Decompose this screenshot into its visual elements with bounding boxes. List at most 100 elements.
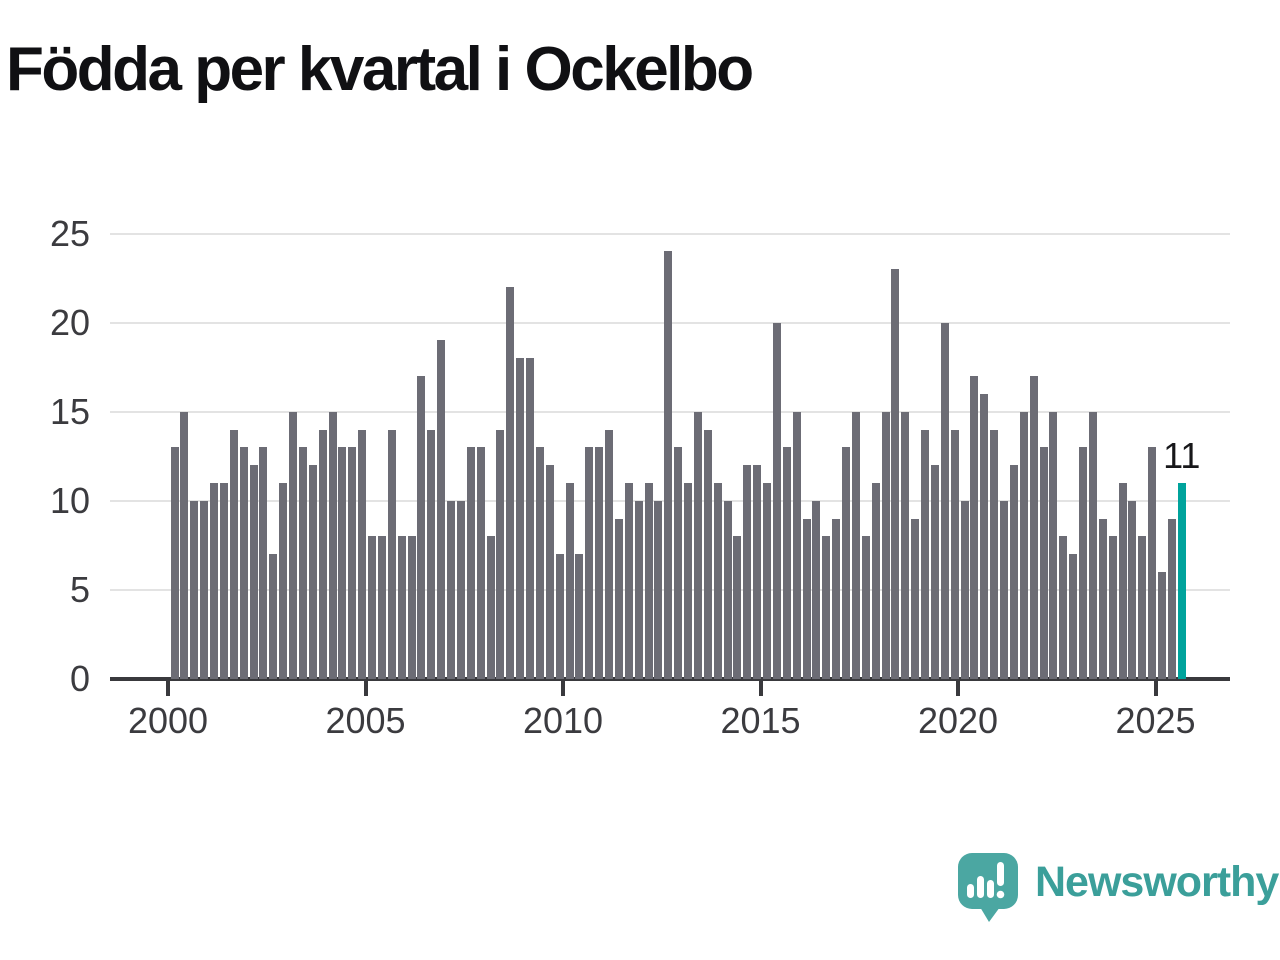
bar-2006Q4	[437, 340, 446, 679]
bar-2014Q2	[733, 536, 742, 679]
bar-2007Q3	[466, 447, 475, 679]
bar-2019Q3	[940, 322, 949, 679]
bar-2003Q4	[318, 429, 327, 679]
bar-2004Q2	[338, 447, 347, 679]
x-axis-label: 2025	[1115, 700, 1196, 741]
bar-2012Q3	[664, 251, 673, 679]
bar-2014Q4	[753, 465, 762, 679]
bar-2022Q1	[1039, 447, 1048, 679]
bar-2009Q3	[545, 465, 554, 679]
bar-2003Q3	[308, 465, 317, 679]
bar-2015Q4	[792, 411, 801, 679]
bar-2001Q3	[229, 429, 238, 679]
bar-2020Q4	[990, 429, 999, 679]
x-axis-tick	[1153, 680, 1158, 696]
bar-2000Q2	[180, 411, 189, 679]
x-axis-label: 2000	[127, 700, 209, 741]
bar-2016Q3	[822, 536, 831, 679]
bar-2021Q2	[1009, 465, 1018, 679]
newsworthy-logo: Newsworthy	[956, 851, 1279, 927]
bar-2002Q2	[259, 447, 268, 679]
bar-2012Q1	[644, 482, 653, 679]
bar-2009Q2	[535, 447, 544, 679]
bar-2011Q2	[614, 518, 623, 679]
bar-2020Q2	[970, 376, 979, 679]
bar-2018Q4	[911, 518, 920, 679]
bar-2025Q1	[1158, 572, 1166, 679]
bar-2024Q1	[1118, 482, 1127, 679]
bar-2008Q3	[506, 286, 515, 679]
bar-2009Q1	[526, 358, 534, 679]
bar-2000Q1	[170, 447, 179, 679]
x-axis-tick	[166, 680, 170, 696]
x-axis-label: 2015	[720, 700, 801, 741]
y-axis-label: 0	[69, 658, 90, 699]
bar-2007Q2	[456, 500, 465, 679]
bar-2008Q2	[496, 429, 505, 679]
newsworthy-logo-icon	[958, 853, 1018, 922]
x-axis-tick	[561, 680, 565, 696]
bar-2014Q1	[723, 500, 732, 679]
bar-2005Q2	[377, 536, 386, 679]
bar-2007Q1	[447, 500, 455, 679]
bar-2008Q1	[486, 536, 495, 679]
bar-2021Q4	[1029, 376, 1038, 679]
bar-2013Q4	[713, 482, 722, 679]
x-axis-tick	[758, 680, 763, 696]
bar-2017Q3	[861, 536, 870, 679]
bar-2004Q4	[358, 429, 367, 679]
bar-2013Q2	[693, 411, 702, 679]
bar-2025Q2	[1167, 518, 1176, 679]
bar-2017Q1	[842, 447, 850, 679]
bar-2016Q2	[812, 500, 821, 679]
bar-2024Q2	[1128, 500, 1137, 679]
bar-2019Q1	[921, 429, 929, 679]
bar-2023Q4	[1108, 536, 1117, 679]
bar-2003Q1	[289, 411, 297, 679]
bar-2001Q2	[219, 482, 228, 679]
bar-2018Q1	[881, 411, 890, 679]
newsworthy-logo-text: Newsworthy	[1035, 858, 1279, 906]
y-axis-label: 15	[49, 390, 90, 432]
bar-2011Q1	[605, 429, 613, 679]
bar-2001Q4	[239, 447, 248, 679]
bar-2011Q3	[624, 482, 633, 679]
y-axis-label: 5	[69, 568, 90, 610]
bar-2015Q2	[772, 322, 781, 679]
bar-2023Q2	[1088, 411, 1097, 679]
bar-2012Q2	[654, 500, 663, 679]
bar-2003Q2	[298, 447, 307, 679]
bar-2020Q3	[980, 393, 989, 679]
bar-2006Q2	[417, 376, 426, 679]
bar-2022Q2	[1049, 411, 1058, 679]
x-axis-label: 2005	[325, 700, 406, 741]
y-axis-label: 20	[49, 301, 90, 343]
bar-2021Q1	[1000, 500, 1008, 679]
x-axis-tick	[956, 680, 960, 696]
x-axis-line	[110, 677, 1230, 681]
bar-2013Q3	[703, 429, 712, 679]
bar-2022Q3	[1059, 536, 1068, 679]
bar-2006Q1	[407, 536, 416, 679]
bar-2010Q2	[575, 554, 584, 679]
bar-2004Q3	[348, 447, 357, 679]
bar-2014Q3	[743, 465, 752, 679]
y-axis-label: 25	[49, 212, 90, 254]
bar-2007Q4	[476, 447, 485, 679]
x-axis-label: 2010	[522, 700, 604, 741]
bar-2011Q4	[634, 500, 643, 679]
gridline-y-25	[110, 232, 1230, 235]
x-axis-label: 2020	[917, 700, 999, 741]
bar-2023Q3	[1098, 518, 1107, 679]
x-axis-tick	[363, 680, 368, 696]
bar-2022Q4	[1069, 554, 1078, 679]
chart-title: Födda per kvartal i Ockelbo	[6, 35, 754, 104]
bar-2018Q2	[891, 269, 900, 679]
bar-2024Q3	[1138, 536, 1147, 679]
bar-2002Q1	[249, 465, 258, 679]
bar-2015Q3	[782, 447, 791, 679]
bar-2006Q3	[427, 429, 436, 679]
bar-2023Q1	[1079, 447, 1087, 679]
